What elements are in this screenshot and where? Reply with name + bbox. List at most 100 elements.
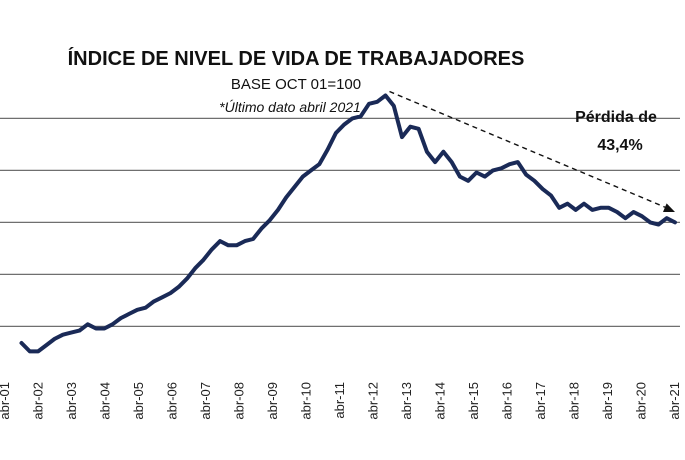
data-point — [350, 116, 355, 120]
data-point — [201, 258, 206, 262]
data-point — [334, 131, 338, 135]
x-tick-label: abr-02 — [31, 382, 46, 420]
data-point — [102, 326, 106, 331]
data-point — [541, 187, 545, 191]
gridlines — [0, 117, 680, 327]
data-point — [400, 135, 404, 139]
data-point — [615, 210, 619, 214]
data-point — [416, 127, 421, 131]
data-point — [110, 322, 115, 326]
x-tick-label: abr-08 — [232, 382, 247, 420]
data-point — [193, 266, 197, 270]
data-point — [656, 222, 661, 227]
data-point — [94, 326, 98, 331]
x-tick-label: abr-21 — [667, 382, 682, 420]
x-tick-label: abr-13 — [399, 382, 414, 420]
data-point — [342, 123, 346, 127]
data-point — [640, 214, 644, 218]
data-point — [301, 175, 305, 179]
data-point — [86, 322, 90, 326]
x-tick-label: abr-03 — [64, 382, 79, 420]
data-point — [375, 100, 379, 104]
x-tick-label: abr-09 — [265, 382, 280, 420]
data-point — [284, 195, 288, 200]
data-point — [590, 208, 594, 212]
data-point — [276, 208, 280, 212]
data-point — [648, 220, 652, 224]
data-point — [69, 331, 73, 335]
data-point — [383, 93, 388, 98]
data-point — [441, 150, 445, 154]
data-point — [144, 306, 148, 310]
trend-arrow — [389, 90, 675, 213]
data-point — [549, 193, 553, 197]
x-tick-label: abr-11 — [332, 382, 347, 419]
data-point — [598, 206, 603, 210]
data-point — [491, 168, 495, 172]
x-tick-label: abr-20 — [634, 382, 649, 420]
x-tick-label: abr-01 — [0, 382, 12, 420]
data-point — [574, 208, 578, 212]
data-point — [557, 206, 561, 210]
data-point — [309, 168, 313, 172]
data-point — [53, 337, 57, 341]
last-data-note: *Último dato abril 2021 — [219, 99, 361, 115]
data-point — [466, 179, 470, 183]
x-tick-label: abr-04 — [98, 382, 113, 420]
x-tick-label: abr-16 — [500, 382, 515, 420]
data-point — [317, 162, 321, 166]
data-point — [44, 343, 48, 347]
data-point — [268, 218, 272, 222]
data-point — [251, 237, 255, 241]
data-point — [168, 291, 173, 295]
chart-subtitle: BASE OCT 01=100 — [231, 76, 361, 93]
data-point — [458, 175, 462, 179]
data-point — [623, 216, 627, 220]
data-point — [36, 349, 40, 353]
data-point — [673, 220, 677, 224]
data-point — [292, 185, 297, 189]
data-point — [483, 175, 487, 179]
data-point — [582, 202, 586, 206]
chart-title: ÍNDICE DE NIVEL DE VIDA DE TRABAJADORES — [68, 47, 525, 70]
data-point — [259, 227, 264, 231]
x-tick-label: abr-06 — [165, 382, 180, 420]
data-point — [160, 295, 164, 299]
trend-arrowhead — [663, 203, 675, 213]
data-point — [152, 299, 156, 304]
data-point — [499, 166, 503, 170]
data-point — [665, 216, 669, 220]
data-point — [235, 243, 239, 247]
data-point — [77, 328, 82, 333]
x-axis-ticks: abr-01 abr-02 abr-03 abr-04 abr-05 abr-06 abr-… — [0, 382, 682, 420]
x-tick-label: abr-18 — [567, 382, 582, 420]
x-tick-label: abr-15 — [466, 382, 481, 420]
data-point — [177, 285, 181, 289]
data-point — [19, 341, 24, 345]
data-point — [119, 316, 123, 320]
data-point — [325, 148, 330, 152]
data-point — [359, 114, 363, 118]
loss-annotation-line1: Pérdida de — [575, 109, 657, 126]
data-point — [425, 150, 429, 154]
x-tick-label: abr-12 — [366, 382, 381, 420]
data-point — [565, 202, 570, 206]
x-tick-label: abr-19 — [600, 382, 615, 420]
data-point — [367, 102, 371, 106]
data-point — [392, 104, 396, 108]
data-point — [507, 162, 512, 166]
data-point — [607, 206, 611, 210]
data-point — [433, 160, 437, 164]
data-point — [524, 172, 528, 177]
data-point — [450, 160, 454, 164]
data-point — [243, 239, 247, 243]
data-point — [632, 210, 636, 214]
x-tick-label: abr-05 — [131, 382, 146, 420]
x-tick-label: abr-10 — [299, 382, 314, 420]
data-point — [127, 312, 131, 316]
series-layer — [19, 93, 677, 354]
data-point — [210, 247, 214, 252]
x-tick-label: abr-07 — [198, 382, 213, 420]
data-point — [185, 276, 189, 281]
